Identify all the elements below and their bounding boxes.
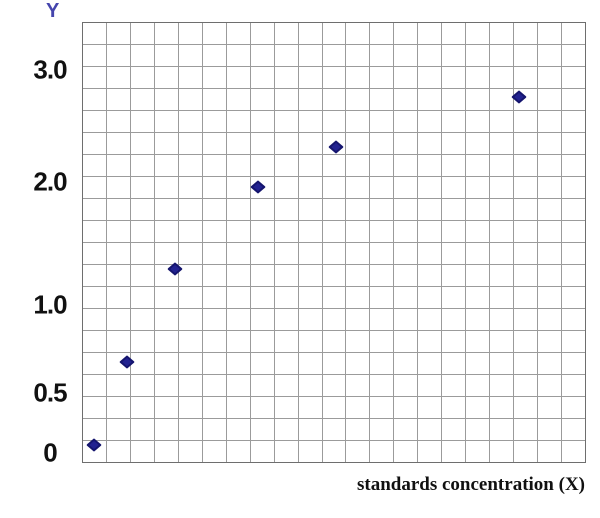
y-axis-title: Y bbox=[46, 0, 60, 22]
y-tick-label: 0 bbox=[43, 437, 58, 468]
y-tick-label: 0.5 bbox=[33, 377, 67, 408]
y-tick-label: 2.0 bbox=[33, 166, 67, 197]
data-point-marker bbox=[167, 262, 183, 276]
data-point-marker bbox=[328, 140, 344, 154]
data-point-marker bbox=[86, 438, 102, 452]
y-tick-label: 3.0 bbox=[33, 54, 67, 85]
data-point-marker bbox=[119, 355, 135, 369]
plot-border bbox=[82, 22, 586, 463]
x-axis-title: standards concentration (X) bbox=[357, 474, 585, 495]
data-point-marker bbox=[250, 180, 266, 194]
plot-area bbox=[82, 22, 586, 463]
data-point-marker bbox=[511, 90, 527, 104]
y-tick-label: 1.0 bbox=[33, 289, 67, 320]
